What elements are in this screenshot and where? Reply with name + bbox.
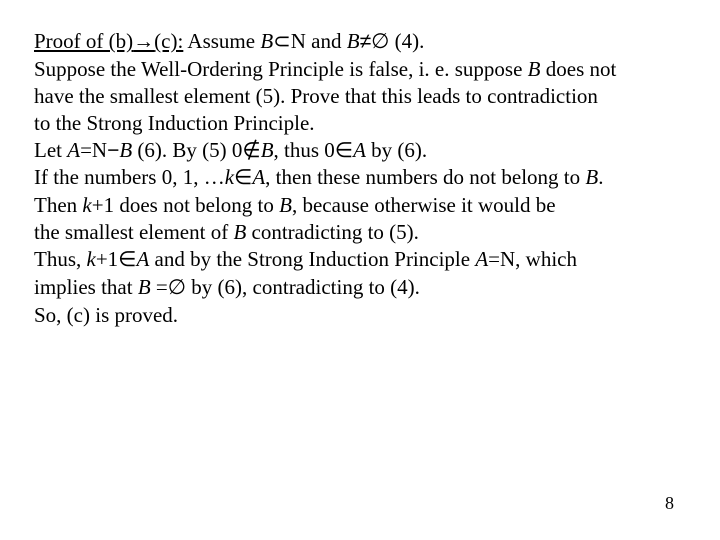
line-4: to the Strong Induction Principle. <box>34 110 720 137</box>
text: implies that <box>34 275 138 299</box>
neq-icon: ≠ <box>360 30 372 53</box>
text: =N <box>80 138 107 162</box>
var-A: A <box>252 165 265 189</box>
var-B: B <box>347 29 360 53</box>
text: by (6), contradicting to (4). <box>186 275 420 299</box>
text: If the numbers 0, 1, … <box>34 165 225 189</box>
var-A: A <box>67 138 80 162</box>
text: , then these numbers do not belong to <box>265 165 585 189</box>
line-3: have the smallest element (5). Prove tha… <box>34 83 720 110</box>
text: Suppose the Well-Ordering Principle is f… <box>34 57 528 81</box>
subset-icon: ⊂ <box>273 30 291 53</box>
in-icon: ∈ <box>234 166 252 189</box>
var-k: k <box>87 247 96 271</box>
text: the smallest element of <box>34 220 233 244</box>
proof-heading-part2: (c): <box>154 29 183 53</box>
var-B: B <box>233 220 246 244</box>
line-9: Thus, k+1∈A and by the Strong Induction … <box>34 246 720 274</box>
notin-icon: ∉ <box>242 139 260 162</box>
var-B: B <box>528 57 541 81</box>
text: Thus, <box>34 247 87 271</box>
minus-icon: − <box>107 139 119 162</box>
text: , thus 0 <box>274 138 335 162</box>
in-icon: ∈ <box>118 248 136 271</box>
proof-heading-part1: Proof of (b) <box>34 29 133 53</box>
text: N and <box>291 29 347 53</box>
var-A: A <box>136 247 149 271</box>
line-5: Let A=N−B (6). By (5) 0∉B, thus 0∈A by (… <box>34 137 720 165</box>
emptyset-icon: ∅ <box>168 276 186 299</box>
line-6: If the numbers 0, 1, …k∈A, then these nu… <box>34 164 720 192</box>
var-B: B <box>585 165 598 189</box>
var-B: B <box>279 193 292 217</box>
in-icon: ∈ <box>335 139 353 162</box>
var-k: k <box>225 165 234 189</box>
text: contradicting to (5). <box>246 220 419 244</box>
var-B: B <box>119 138 132 162</box>
arrow-icon: → <box>133 30 154 53</box>
text: (6). By (5) 0 <box>132 138 242 162</box>
emptyset-icon: ∅ <box>371 30 389 53</box>
text: and by the Strong Induction Principle <box>149 247 475 271</box>
line-1: Proof of (b)→(c): Assume B⊂N and B≠∅ (4)… <box>34 28 720 56</box>
text: +1 <box>96 247 118 271</box>
text: =N, which <box>488 247 577 271</box>
var-B: B <box>138 275 151 299</box>
text: by (6). <box>366 138 427 162</box>
proof-body: Proof of (b)→(c): Assume B⊂N and B≠∅ (4)… <box>34 28 720 329</box>
text: = <box>151 275 168 299</box>
text: Then <box>34 193 82 217</box>
line-8: the smallest element of B contradicting … <box>34 219 720 246</box>
line-2: Suppose the Well-Ordering Principle is f… <box>34 56 720 83</box>
var-B: B <box>260 29 273 53</box>
text: . <box>598 165 603 189</box>
var-k: k <box>82 193 91 217</box>
var-A: A <box>475 247 488 271</box>
slide-page: Proof of (b)→(c): Assume B⊂N and B≠∅ (4)… <box>0 0 720 540</box>
line-7: Then k+1 does not belong to B, because o… <box>34 192 720 219</box>
line-11: So, (c) is proved. <box>34 302 720 329</box>
page-number: 8 <box>665 493 674 514</box>
text: , because otherwise it would be <box>292 193 556 217</box>
text: does not <box>541 57 617 81</box>
text: (4). <box>389 29 424 53</box>
text: +1 does not belong to <box>92 193 279 217</box>
line-10: implies that B =∅ by (6), contradicting … <box>34 274 720 302</box>
text: Let <box>34 138 67 162</box>
var-A: A <box>353 138 366 162</box>
var-B: B <box>261 138 274 162</box>
text: Assume <box>183 29 260 53</box>
